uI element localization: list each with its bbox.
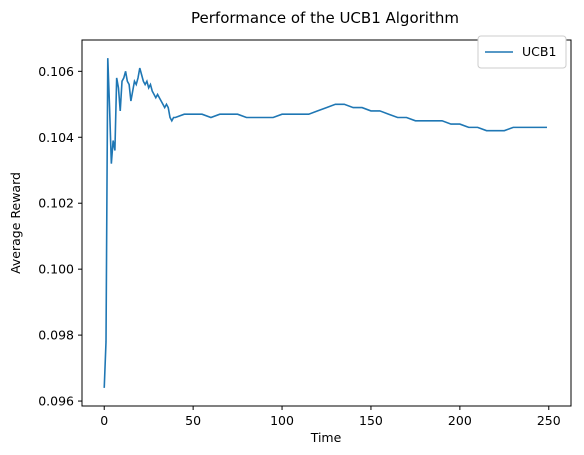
y-axis: 0.096 0.098 0.100 0.102 0.104 0.106 [38,64,82,409]
y-tick-label: 0.098 [38,328,74,343]
x-tick-label: 0 [100,413,108,428]
chart-title: Performance of the UCB1 Algorithm [191,9,459,27]
x-axis-label: Time [310,430,342,445]
y-axis-label: Average Reward [8,172,23,274]
legend: UCB1 [477,35,567,69]
legend-box [477,35,567,69]
y-tick-label: 0.100 [38,262,74,277]
plot-area [81,39,572,407]
x-tick-label: 100 [270,413,294,428]
x-tick-label: 250 [537,413,561,428]
y-tick-label: 0.102 [38,196,74,211]
x-tick-label: 150 [359,413,383,428]
x-tick-label: 200 [448,413,472,428]
x-axis: 0 50 100 150 200 250 [100,406,561,428]
series-line-ucb1 [103,58,547,388]
y-tick-label: 0.106 [38,64,74,79]
legend-label-ucb1: UCB1 [522,44,556,59]
x-tick-label: 50 [185,413,201,428]
y-tick-label: 0.096 [38,394,74,409]
y-tick-label: 0.104 [38,130,74,145]
